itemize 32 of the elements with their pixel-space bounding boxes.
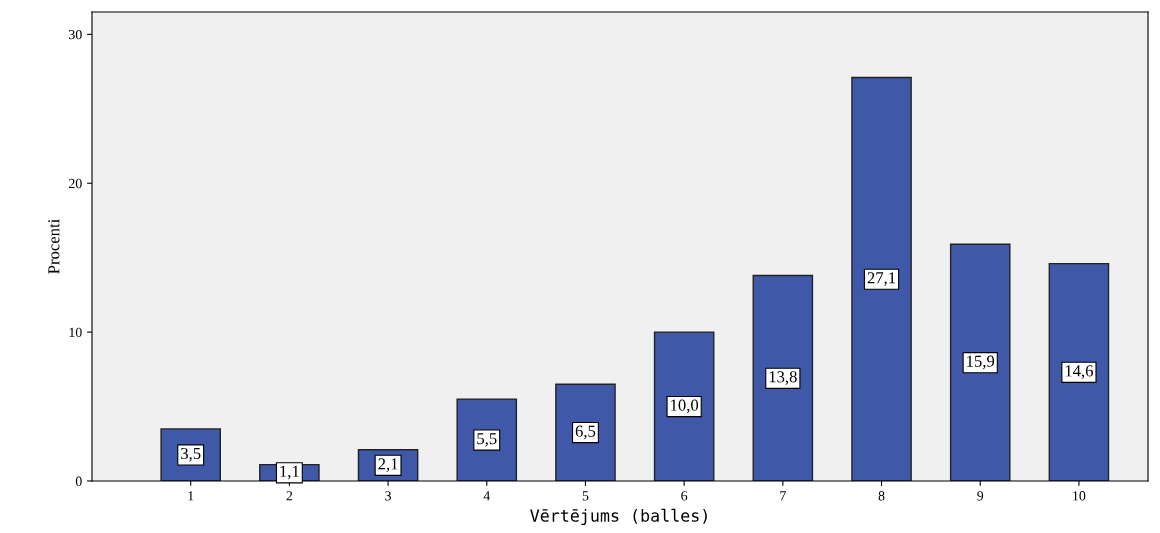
data-label: 3,5 <box>181 447 201 462</box>
data-label: 13,8 <box>769 371 797 385</box>
x-tick-label: 4 <box>483 491 491 501</box>
bar <box>1048 262 1110 481</box>
x-tick-label: 1 <box>188 491 194 501</box>
x-tick-label: 8 <box>878 491 885 501</box>
bar <box>555 383 616 481</box>
bar <box>949 243 1011 481</box>
bar <box>752 274 814 481</box>
data-label: 1,1 <box>280 465 299 480</box>
x-tick-label: 7 <box>780 491 786 501</box>
y-tick-label: 30 <box>69 29 82 40</box>
data-label: 10,0 <box>671 399 699 414</box>
x-tick-label: 2 <box>286 491 293 501</box>
y-tick-label: 0 <box>75 476 82 486</box>
data-label: 15,9 <box>967 355 995 370</box>
data-label: 6,5 <box>575 425 596 440</box>
y-tick-label: 10 <box>69 327 82 338</box>
x-axis-title: Vērtējums (balles) <box>530 508 707 526</box>
x-tick-label: 3 <box>385 491 391 501</box>
bar <box>851 76 912 481</box>
x-tick-label: 6 <box>681 491 688 501</box>
data-label: 14,6 <box>1065 365 1093 379</box>
y-axis-title: Procenti <box>48 219 60 274</box>
y-tick-label: 20 <box>69 178 82 189</box>
x-tick-label: 5 <box>582 491 589 501</box>
x-tick-label: 9 <box>977 491 984 501</box>
data-label: 5,5 <box>477 433 497 447</box>
x-tick-label: 10 <box>1073 491 1086 501</box>
data-label: 27,1 <box>867 272 896 286</box>
bar <box>653 331 715 481</box>
data-label: 2,1 <box>378 458 398 472</box>
